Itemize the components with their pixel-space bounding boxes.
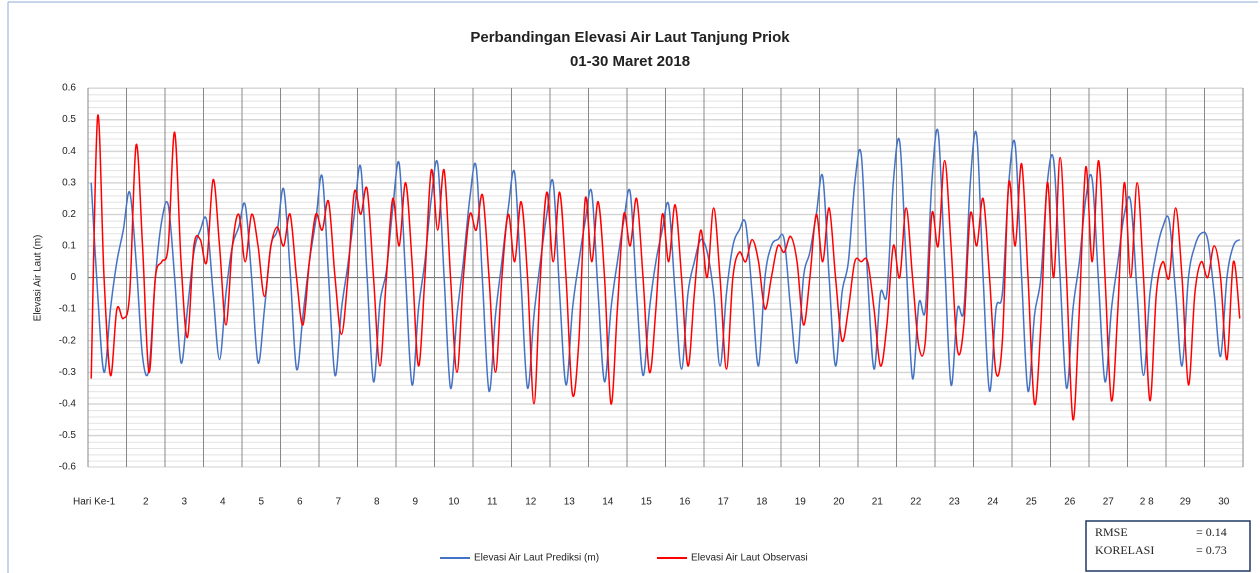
x-tick-label: Hari Ke-1 [73, 497, 116, 508]
stat-value: = 0.14 [1196, 525, 1227, 539]
stat-label: RMSE [1095, 525, 1128, 539]
x-tick-label: 3 [181, 497, 187, 508]
series-line [90, 114, 1241, 421]
y-tick-label: 0.1 [62, 241, 76, 252]
x-tick-label: 13 [564, 497, 576, 508]
chart-title: Perbandingan Elevasi Air Laut Tanjung Pr… [470, 29, 790, 46]
y-tick-label: -0.6 [59, 462, 77, 473]
x-tick-label: 27 [1103, 497, 1115, 508]
stats-box [1085, 520, 1251, 572]
x-tick-label: 6 [297, 497, 303, 508]
legend-label: Elevasi Air Laut Prediksi (m) [474, 553, 599, 564]
x-tick-label: 24 [987, 497, 999, 508]
y-tick-label: 0.2 [62, 209, 76, 220]
x-tick-label: 10 [448, 497, 460, 508]
x-tick-label: 30 [1218, 497, 1230, 508]
x-tick-label: 26 [1064, 497, 1076, 508]
y-tick-label: -0.4 [59, 398, 77, 409]
y-tick-label: 0 [70, 272, 76, 283]
x-tick-label: 11 [487, 497, 498, 508]
x-tick-label: 16 [679, 497, 691, 508]
x-tick-label: 2 [143, 497, 149, 508]
x-tick-label: 29 [1180, 497, 1192, 508]
y-tick-label: 0.5 [62, 114, 76, 125]
x-tick-label: 5 [258, 497, 264, 508]
x-tick-label: 22 [910, 497, 922, 508]
x-tick-label: 25 [1026, 497, 1038, 508]
x-tick-label: 4 [220, 497, 226, 508]
x-tick-label: 8 [374, 497, 380, 508]
y-tick-label: 0.3 [62, 177, 76, 188]
stat-label: KORELASI [1095, 543, 1154, 557]
x-tick-label: 21 [872, 497, 884, 508]
x-tick-label: 15 [641, 497, 653, 508]
x-tick-label: 23 [949, 497, 961, 508]
stat-value: = 0.73 [1196, 543, 1227, 557]
x-tick-label: 7 [335, 497, 341, 508]
y-axis-label: Elevasi Air Laut (m) [33, 235, 44, 322]
y-tick-label: -0.1 [59, 304, 77, 315]
y-tick-label: -0.5 [59, 430, 77, 441]
x-tick-label: 14 [602, 497, 614, 508]
x-tick-label: 2 8 [1140, 497, 1154, 508]
y-tick-label: 0.6 [62, 83, 76, 94]
x-tick-label: 9 [412, 497, 418, 508]
x-tick-label: 19 [795, 497, 807, 508]
y-tick-label: -0.3 [59, 367, 77, 378]
x-tick-label: 20 [833, 497, 845, 508]
y-tick-label: -0.2 [59, 335, 77, 346]
x-tick-label: 17 [718, 497, 730, 508]
x-tick-label: 12 [525, 497, 537, 508]
y-tick-label: 0.4 [62, 146, 76, 157]
chart-subtitle: 01-30 Maret 2018 [570, 53, 690, 70]
legend-label: Elevasi Air Laut Observasi [691, 553, 808, 564]
x-tick-label: 18 [756, 497, 768, 508]
